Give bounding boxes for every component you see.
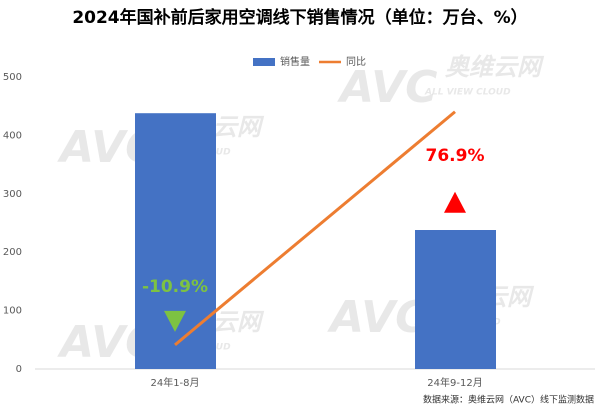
watermark-tagline: ALL VIEW CLOUD [424, 88, 511, 98]
y-tick-label: 300 [3, 189, 22, 200]
y-tick-label: 200 [3, 247, 22, 258]
value-label: -10.9% [142, 277, 208, 297]
x-tick-label: 24年9-12月 [427, 376, 482, 389]
watermark-brand: 奥维云网 [445, 53, 545, 81]
watermark-logo: AVC [337, 62, 437, 113]
x-tick-label: 24年1-8月 [150, 376, 199, 389]
legend-label: 销售量 [280, 55, 310, 68]
source-note: 数据来源：奥维云网（AVC）线下监测数据 [423, 394, 594, 406]
y-tick-label: 0 [16, 364, 22, 375]
bar [415, 230, 496, 369]
value-label: 76.9% [426, 146, 485, 166]
chart-title: 2024年国补前后家用空调线下销售情况（单位：万台、%） [72, 7, 527, 28]
y-tick-label: 400 [3, 130, 22, 141]
line [174, 110, 456, 346]
y-tick-label: 100 [3, 306, 22, 317]
legend-swatch [253, 58, 275, 66]
trend-arrow [164, 310, 186, 332]
legend-label: 同比 [346, 56, 366, 68]
trend-arrow [444, 191, 466, 213]
y-tick-label: 500 [3, 72, 22, 83]
watermark-logo: AVC [327, 292, 427, 343]
